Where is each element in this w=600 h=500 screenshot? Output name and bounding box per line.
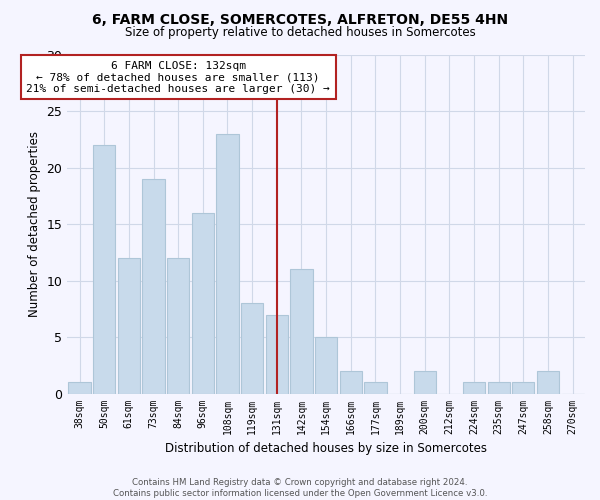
- Bar: [315, 337, 337, 394]
- Bar: [68, 382, 91, 394]
- Bar: [241, 304, 263, 394]
- Text: 6, FARM CLOSE, SOMERCOTES, ALFRETON, DE55 4HN: 6, FARM CLOSE, SOMERCOTES, ALFRETON, DE5…: [92, 12, 508, 26]
- Bar: [290, 270, 313, 394]
- Text: Contains HM Land Registry data © Crown copyright and database right 2024.
Contai: Contains HM Land Registry data © Crown c…: [113, 478, 487, 498]
- Bar: [463, 382, 485, 394]
- Bar: [488, 382, 510, 394]
- Bar: [192, 213, 214, 394]
- Bar: [118, 258, 140, 394]
- Text: 6 FARM CLOSE: 132sqm
← 78% of detached houses are smaller (113)
21% of semi-deta: 6 FARM CLOSE: 132sqm ← 78% of detached h…: [26, 60, 330, 94]
- Bar: [266, 314, 288, 394]
- Bar: [142, 179, 164, 394]
- Y-axis label: Number of detached properties: Number of detached properties: [28, 132, 41, 318]
- Bar: [93, 146, 115, 394]
- Bar: [413, 371, 436, 394]
- Text: Size of property relative to detached houses in Somercotes: Size of property relative to detached ho…: [125, 26, 475, 39]
- Bar: [512, 382, 535, 394]
- Bar: [364, 382, 386, 394]
- Bar: [537, 371, 559, 394]
- X-axis label: Distribution of detached houses by size in Somercotes: Distribution of detached houses by size …: [165, 442, 487, 455]
- Bar: [217, 134, 239, 394]
- Bar: [167, 258, 189, 394]
- Bar: [340, 371, 362, 394]
